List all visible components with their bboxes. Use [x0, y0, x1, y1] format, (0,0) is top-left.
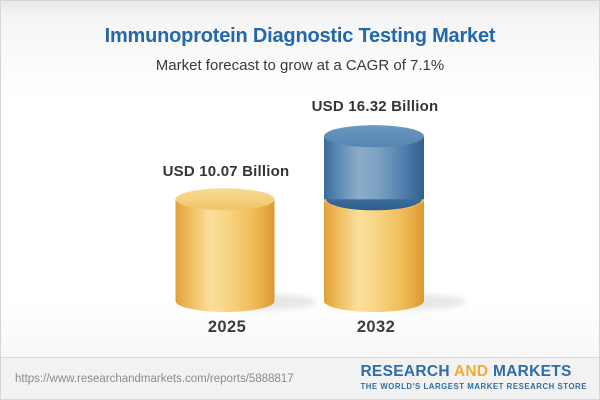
- logo-word-research: RESEARCH: [360, 363, 450, 380]
- logo-word-markets: MARKETS: [492, 363, 572, 380]
- report-url: https://www.researchandmarkets.com/repor…: [15, 372, 294, 385]
- footer-bar: https://www.researchandmarkets.com/repor…: [1, 357, 599, 399]
- category-label-2025: 2025: [207, 318, 247, 336]
- research-and-markets-logo: RESEARCH AND MARKETS THE WORLD'S LARGEST…: [360, 363, 587, 391]
- category-label-2032: 2032: [356, 318, 396, 336]
- cylinder-chart: [175, 125, 466, 312]
- logo-wordmark: RESEARCH AND MARKETS: [360, 363, 587, 380]
- chart-title: Immunoprotein Diagnostic Testing Market: [104, 25, 496, 47]
- logo-tagline: THE WORLD'S LARGEST MARKET RESEARCH STOR…: [360, 382, 587, 392]
- chart-subtitle: Market forecast to grow at a CAGR of 7.1…: [155, 57, 445, 74]
- bar-value-label-2032: USD 16.32 Billion: [311, 98, 439, 115]
- cylinder-2025: [175, 188, 317, 312]
- logo-word-and: AND: [453, 363, 489, 380]
- chart-header: Immunoprotein Diagnostic Testing Market …: [1, 1, 599, 74]
- cylinder-2032: [324, 125, 466, 312]
- bar-value-label-2025: USD 10.07 Billion: [162, 163, 290, 180]
